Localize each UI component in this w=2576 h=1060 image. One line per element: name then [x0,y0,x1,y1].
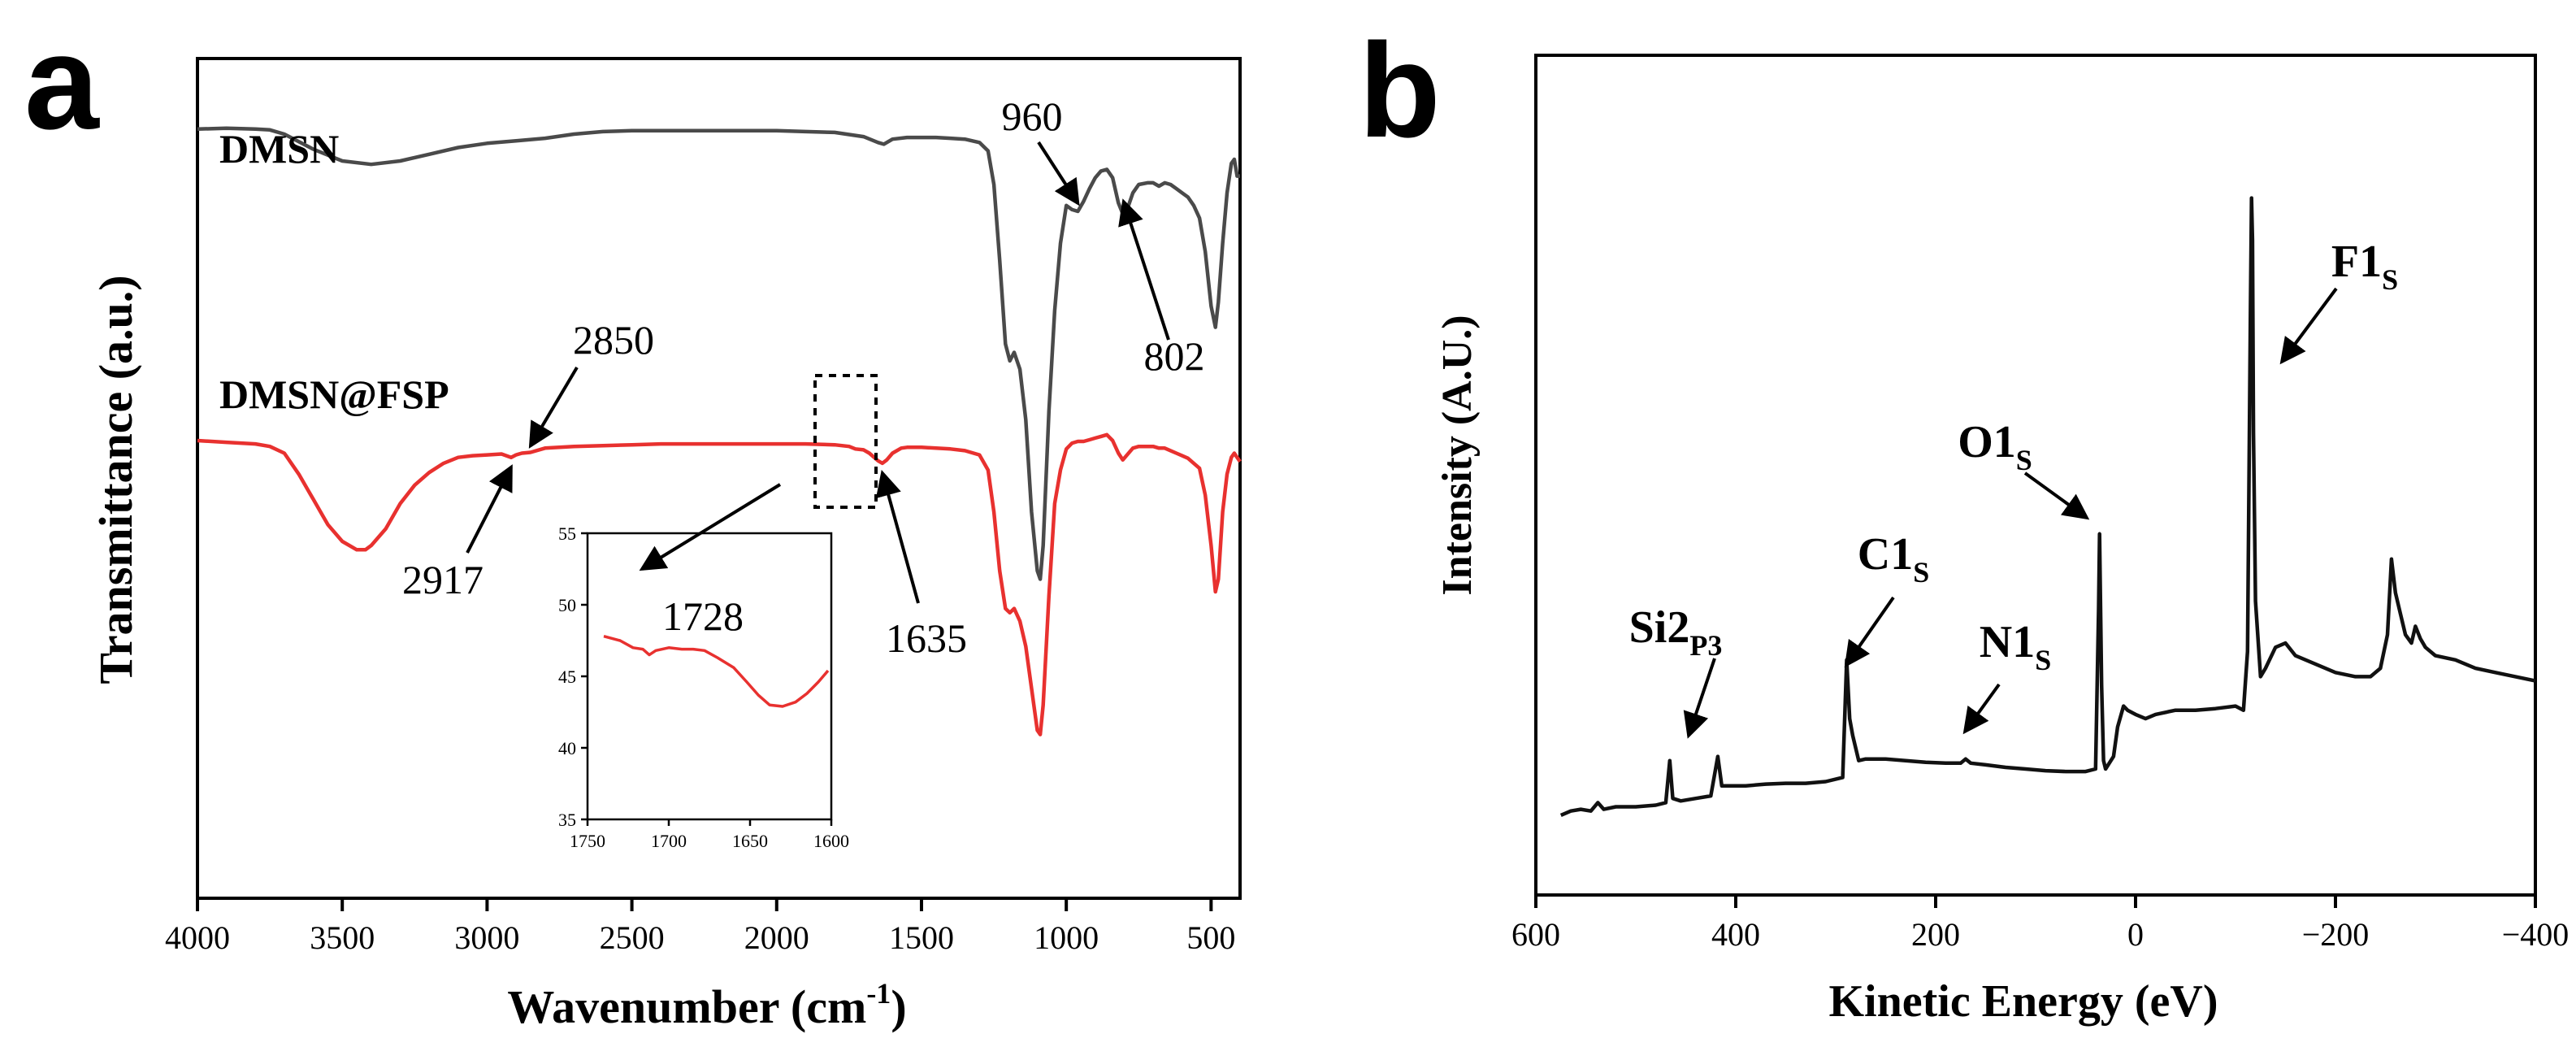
xps-series-layer [1559,196,2536,817]
ftir-x-tick-label: 1500 [889,919,954,956]
panel-a-letter: a [24,7,100,157]
xps-peak-arrow [2023,471,2090,520]
xps-x-axis: 600 400 200 0 −200 −400 [1511,895,2569,953]
ftir-x-tick-label: 2500 [600,919,665,956]
xps-peak-arrow [1683,658,1716,739]
inset-y-tick-label: 40 [558,738,576,758]
ftir-x-axis-label-sup: -1 [866,977,891,1010]
inset-x-tick-label: 1700 [651,831,687,851]
ftir-x-axis-label-tail: ) [891,980,906,1033]
xps-annotations: Si2P3 C1S N1S O1S F1S [1629,237,2398,739]
ftir-x-tick-label: 3000 [454,919,519,956]
ftir-peak-label: 2850 [573,317,654,363]
inset-x-tick-label: 1750 [570,831,605,851]
ftir-plot-frame [196,57,1242,900]
xps-peak-label: O1S [1958,417,2032,476]
inset-series-layer [603,635,830,708]
ftir-x-tick-label: 3500 [310,919,375,956]
xps-x-axis-label: Kinetic Energy (eV) [1829,976,2218,1027]
ftir-peak-arrow [875,470,920,604]
inset-y-tick-label: 55 [558,523,576,544]
ftir-x-tick-label: 500 [1186,919,1235,956]
ftir-x-tick-label: 2000 [744,919,809,956]
xps-x-tick-label: −200 [2302,916,2370,953]
inset-y-tick-label: 45 [558,667,576,687]
ftir-x-axis-label-main: Wavenumber (cm [507,980,866,1033]
xps-peak-arrow [2279,287,2338,365]
ftir-peak-label: 1635 [886,615,967,661]
xps-peak-arrow [1962,683,2001,735]
ftir-peak-arrow [1037,141,1080,206]
ftir-peak-label: 802 [1144,333,1205,379]
ftir-x-axis-label: Wavenumber (cm-1) [507,977,906,1033]
xps-x-tick-label: 0 [2127,916,2144,953]
inset-x-tick-label: 1600 [813,831,849,851]
ftir-x-axis: 4000 3500 3000 2500 2000 1500 1000 500 [165,898,1235,956]
ftir-peak-arrow [466,464,513,554]
ftir-series-dmsn-fsp [197,432,1242,736]
xps-chart: 600 400 200 0 −200 −400 Si2P3 C1S N1S O1S F1S Int… [1434,54,2569,1027]
xps-peak-arrow [1844,596,1895,668]
xps-peak-label: N1S [1980,617,2051,676]
inset-y-tick-label: 50 [558,595,576,615]
ftir-series-label-fsp: DMSN@FSP [219,371,449,417]
ftir-series-layer [197,126,1242,736]
ftir-zoom-box [813,374,878,509]
ftir-annotations: 960 802 2850 2917 1728 1635 [402,93,1205,661]
ftir-inset: 1750 1700 1650 1600 35 40 45 50 55 [558,523,849,851]
inset-frame [586,532,833,821]
xps-x-tick-label: −400 [2502,916,2569,953]
ftir-peak-label: 1728 [662,593,744,639]
xps-peak-label: C1S [1858,529,1929,589]
ftir-series-dmsn [197,126,1240,581]
xps-survey-series [1559,196,2536,817]
xps-x-tick-label: 400 [1711,916,1760,953]
inset-series-fsp [603,635,830,708]
ftir-peak-label: 2917 [402,557,484,602]
xps-x-tick-label: 200 [1911,916,1960,953]
panel-b-letter: b [1359,15,1441,165]
ftir-peak-arrow [528,366,579,449]
inset-x-tick-label: 1650 [732,831,768,851]
ftir-y-axis-label: Transmittance (a.u.) [89,275,142,684]
ftir-series-label-dmsn: DMSN [219,126,339,172]
inset-axes: 1750 1700 1650 1600 35 40 45 50 55 [558,523,849,851]
xps-peak-label: Si2P3 [1629,602,1723,662]
ftir-chart: 4000 3500 3000 2500 2000 1500 1000 500 DMSN DMS… [89,57,1242,1033]
inset-y-tick-label: 35 [558,810,576,830]
xps-peak-label: F1S [2331,237,2398,296]
ftir-peak-arrow [639,483,782,571]
xps-y-axis-label: Intensity (A.U.) [1434,315,1481,595]
xps-x-tick-label: 600 [1511,916,1560,953]
ftir-x-tick-label: 4000 [165,919,230,956]
xps-plot-frame [1534,54,2537,897]
ftir-peak-label: 960 [1002,93,1063,139]
ftir-peak-arrow [1118,198,1170,341]
ftir-x-tick-label: 1000 [1034,919,1099,956]
